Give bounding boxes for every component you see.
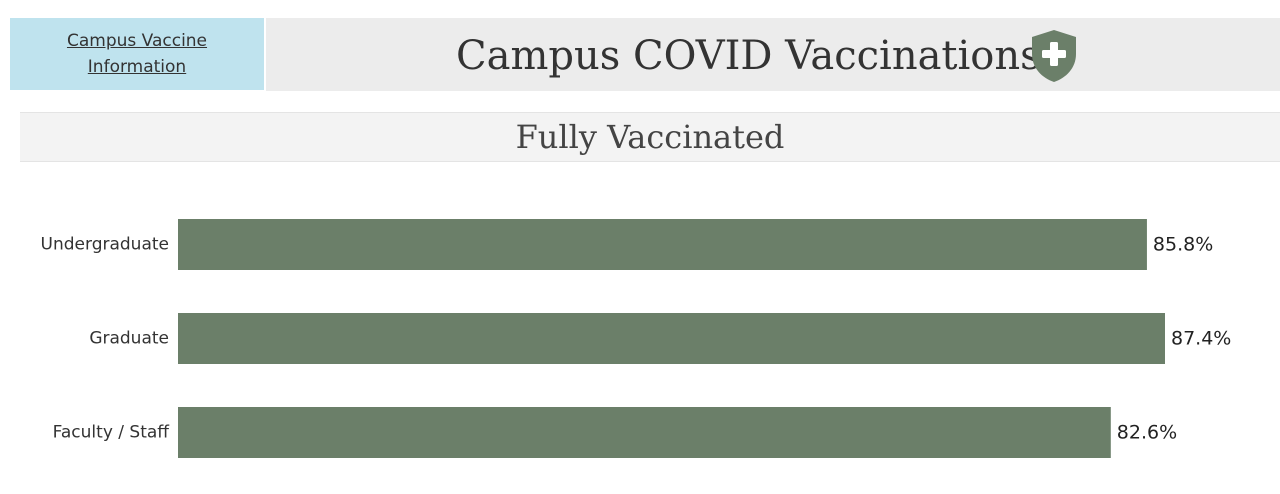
page-title: Campus COVID Vaccinations <box>456 33 1041 79</box>
category-label-undergraduate: Undergraduate <box>41 235 169 255</box>
value-label-faculty-staff: 82.6% <box>1117 422 1177 444</box>
campus-vaccine-info-link-line1[interactable]: Campus Vaccine <box>66 31 208 51</box>
shield-plus-icon <box>1032 30 1076 82</box>
value-label-undergraduate: 85.8% <box>1153 234 1213 256</box>
category-label-graduate: Graduate <box>89 329 169 349</box>
bar-undergraduate <box>178 219 1147 270</box>
category-label-faculty-staff: Faculty / Staff <box>53 423 171 443</box>
header-bar: Campus COVID Vaccinations <box>266 18 1280 91</box>
chart-title: Fully Vaccinated <box>515 118 785 156</box>
campus-vaccine-info-link-line2[interactable]: Information <box>87 57 187 77</box>
chart-title-bar: Fully Vaccinated <box>20 112 1280 162</box>
campus-vaccine-info-link-box[interactable]: Campus Vaccine Information <box>10 18 264 90</box>
bar-graduate <box>178 313 1165 364</box>
value-label-graduate: 87.4% <box>1171 328 1231 350</box>
bar-faculty-staff <box>178 407 1111 458</box>
